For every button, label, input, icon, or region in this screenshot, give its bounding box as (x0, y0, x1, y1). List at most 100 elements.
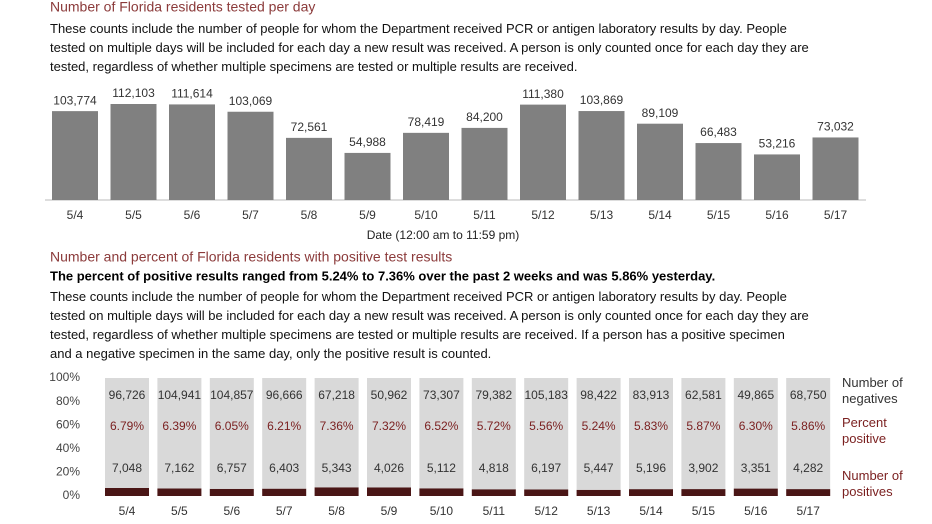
bar-segment (576, 378, 621, 490)
chart-title: Number of Florida residents tested per d… (50, 0, 315, 15)
data-label: 3,902 (688, 461, 718, 475)
x-tick-label: 5/12 (531, 208, 555, 222)
bar-segment (314, 378, 359, 488)
data-label: 4,026 (374, 461, 404, 475)
bar (344, 152, 391, 200)
bar-segment (367, 378, 411, 488)
x-tick-label: 5/5 (171, 504, 188, 518)
x-tick-label: 5/17 (797, 504, 821, 518)
data-label: 84,200 (466, 110, 503, 124)
data-label: 96,726 (109, 388, 146, 402)
data-label: 73,032 (817, 120, 854, 134)
data-label: 111,380 (522, 87, 564, 101)
bar-segment (733, 488, 778, 496)
bar-segment (209, 488, 254, 496)
data-label: 112,103 (112, 86, 155, 100)
data-label: 104,941 (158, 388, 202, 402)
data-label: 5.24% (582, 419, 616, 433)
bar-segment (314, 487, 359, 496)
x-tick-label: 5/14 (648, 208, 672, 222)
data-label: 5.72% (477, 419, 511, 433)
bar-segment (786, 489, 831, 496)
y-tick-label: 80% (56, 394, 80, 408)
chart-title: Number and percent of Florida residents … (50, 249, 452, 265)
x-tick-label: 5/15 (707, 208, 731, 222)
bar-segment (524, 489, 569, 496)
data-label: 111,614 (171, 87, 213, 101)
bar (286, 137, 332, 200)
bar-segment (105, 487, 149, 496)
bar-segment (157, 488, 202, 496)
x-tick-label: 5/4 (119, 504, 136, 518)
bar-segment (576, 489, 621, 496)
data-label: 67,218 (318, 388, 355, 402)
bar (169, 104, 215, 200)
bar-segment (367, 487, 411, 496)
legend-entry: Number of negatives (842, 375, 903, 406)
bar-segment (262, 488, 307, 496)
bar (695, 143, 742, 200)
legend-entry: Number of positives (842, 468, 903, 499)
x-tick-label: 5/12 (535, 504, 559, 518)
x-tick-label: 5/17 (824, 208, 848, 222)
data-label: 4,282 (793, 461, 823, 475)
data-label: 104,857 (210, 388, 254, 402)
y-tick-label: 0% (63, 488, 81, 502)
data-label: 4,818 (479, 461, 509, 475)
data-label: 103,869 (580, 93, 624, 107)
bar (227, 111, 274, 200)
bar-segment (419, 488, 464, 496)
data-label: 72,561 (291, 120, 328, 134)
data-label: 7,048 (112, 461, 142, 475)
bar-segment (629, 489, 673, 496)
data-label: 3,351 (741, 461, 771, 475)
x-tick-label: 5/16 (744, 504, 768, 518)
x-tick-label: 5/7 (276, 504, 293, 518)
x-tick-label: 5/9 (359, 208, 376, 222)
data-label: 73,307 (423, 388, 460, 402)
y-tick-label: 100% (49, 370, 80, 384)
x-tick-label: 5/10 (430, 504, 454, 518)
data-label: 79,382 (475, 388, 512, 402)
data-label: 78,419 (408, 115, 445, 129)
x-tick-label: 5/15 (692, 504, 716, 518)
data-label: 105,183 (525, 388, 569, 402)
bar (403, 132, 449, 200)
bar (52, 111, 98, 200)
bar-segment (209, 378, 254, 489)
bar-segment (419, 378, 464, 489)
x-tick-label: 5/9 (381, 504, 398, 518)
data-label: 6.05% (215, 419, 249, 433)
x-tick-label: 5/8 (301, 208, 318, 222)
bar-segment (262, 378, 307, 489)
x-tick-label: 5/10 (414, 208, 438, 222)
bar-segment (524, 378, 569, 490)
bar-segment (733, 378, 778, 489)
data-label: 6.21% (267, 419, 301, 433)
data-label: 6.52% (424, 419, 458, 433)
x-tick-label: 5/5 (125, 208, 142, 222)
data-label: 62,581 (685, 388, 722, 402)
data-label: 6,403 (269, 461, 299, 475)
x-tick-label: 5/8 (328, 504, 345, 518)
bar (110, 104, 157, 200)
bar-segment (157, 378, 202, 489)
bar (578, 111, 625, 200)
data-label: 6,757 (217, 461, 247, 475)
description: These counts include the number of peopl… (50, 21, 809, 74)
data-label: 7,162 (164, 461, 194, 475)
x-axis-label: Date (12:00 am to 11:59 pm) (367, 228, 520, 242)
data-label: 5.56% (529, 419, 563, 433)
x-tick-label: 5/14 (639, 504, 663, 518)
legend-entry: Percent positive (842, 415, 887, 446)
data-label: 103,069 (229, 94, 273, 108)
bar-segment (681, 489, 726, 496)
y-tick-label: 40% (56, 441, 80, 455)
data-label: 5,196 (636, 461, 666, 475)
data-label: 89,109 (642, 106, 679, 120)
x-tick-label: 5/6 (184, 208, 201, 222)
data-label: 5,112 (427, 461, 456, 475)
y-tick-label: 60% (56, 417, 80, 431)
y-tick-label: 20% (56, 465, 80, 479)
